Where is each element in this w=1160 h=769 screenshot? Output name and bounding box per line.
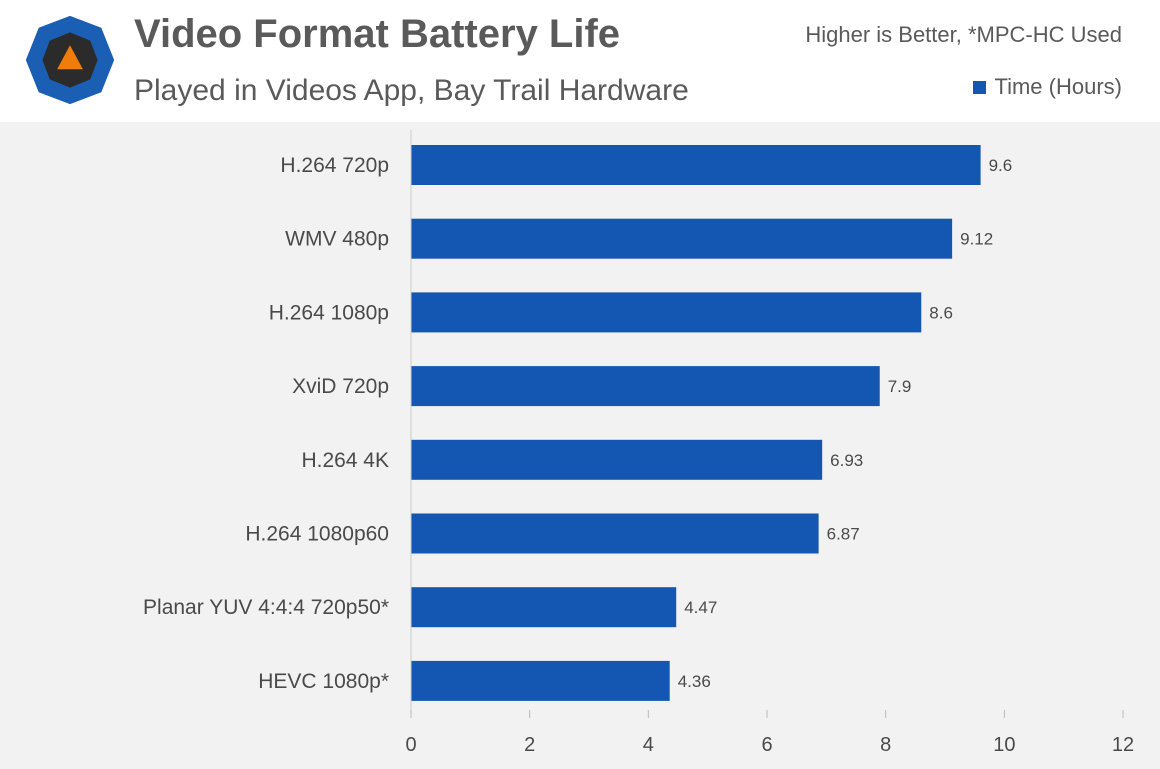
category-label: H.264 1080p [269,301,389,324]
legend-swatch [973,80,987,94]
x-tick-label: 10 [993,734,1015,756]
chart-note: Higher is Better, *MPC-HC Used [805,22,1122,47]
category-label: H.264 4K [301,449,389,472]
category-label: XviD 720p [292,375,389,398]
x-tick-label: 2 [524,734,535,756]
bar [411,218,953,259]
value-label: 4.36 [678,672,711,691]
plot-area: H.264 720p 9.6 WMV 480p 9.12 H.264 1080p 8.6 X… [0,122,1160,769]
bar [411,660,670,701]
x-tick-label: 6 [761,734,772,756]
legend-label: Time (Hours) [994,74,1122,99]
bar [411,292,922,333]
bar [411,439,823,480]
category-label: H.264 720p [280,154,389,177]
category-label: WMV 480p [285,228,389,251]
value-label: 8.6 [929,303,953,322]
value-label: 6.93 [830,451,863,470]
x-tick-label: 12 [1112,734,1134,756]
category-label: Planar YUV 4:4:4 720p50* [143,596,389,619]
techspot-logo-icon [25,15,115,105]
x-tick-label: 4 [643,734,654,756]
bar [411,145,981,185]
x-tick-label: 0 [405,734,416,756]
bar [411,587,677,628]
chart-header: Video Format Battery Life Played in Vide… [0,0,1160,122]
chart-title: Video Format Battery Life [134,12,621,56]
x-tick-label: 8 [880,734,891,756]
value-label: 9.6 [989,156,1013,175]
value-label: 4.47 [684,598,717,617]
category-label: HEVC 1080p* [258,670,389,693]
bar-chart: H.264 720p 9.6 WMV 480p 9.12 H.264 1080p 8.6 X… [143,130,1134,756]
value-label: 6.87 [827,525,860,544]
value-label: 9.12 [960,230,993,249]
chart-subtitle: Played in Videos App, Bay Trail Hardware [134,74,689,107]
value-label: 7.9 [888,377,912,396]
chart-legend: Time (Hours) [973,74,1122,100]
category-label: H.264 1080p60 [245,523,389,546]
bar [411,513,819,554]
bar [411,366,880,407]
